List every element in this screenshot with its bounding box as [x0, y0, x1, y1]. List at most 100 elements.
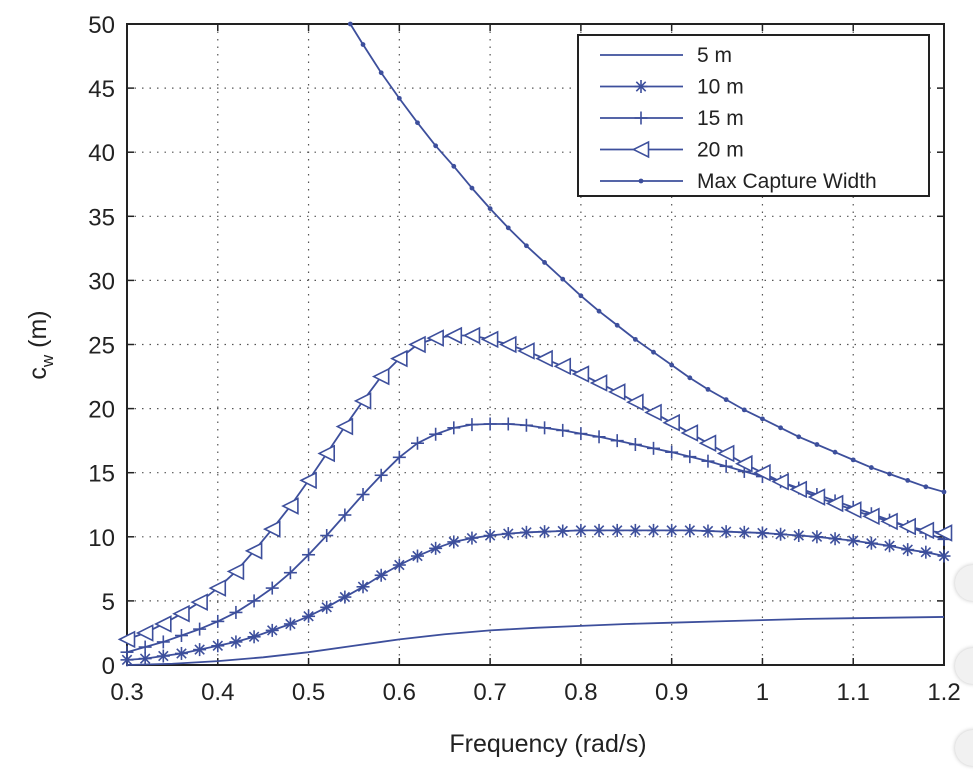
data-point-plus — [211, 614, 225, 628]
data-point-plus — [302, 548, 316, 562]
data-point-triangle — [353, 392, 372, 410]
data-point-triangle — [172, 604, 190, 623]
legend-label: 5 m — [697, 44, 732, 67]
data-point-asterisk — [647, 523, 661, 537]
data-point-dot — [614, 322, 620, 328]
data-point-asterisk — [193, 643, 207, 657]
data-point-plus — [356, 487, 370, 501]
data-point-triangle — [371, 367, 390, 386]
data-point-plus — [138, 640, 152, 654]
y-tick-label: 35 — [88, 204, 115, 231]
series-10-m — [120, 523, 951, 667]
data-point-triangle — [154, 615, 172, 633]
data-point-dot — [347, 21, 353, 27]
data-point-triangle — [480, 330, 499, 349]
data-point-plus — [519, 418, 533, 432]
data-point-asterisk — [937, 549, 951, 563]
data-point-plus — [628, 437, 642, 451]
data-point-dot — [396, 95, 402, 101]
data-point-dot — [850, 457, 856, 463]
x-tick-label: 0.9 — [655, 679, 688, 706]
edge-control-bottom[interactable] — [955, 730, 973, 766]
edge-control-middle[interactable] — [955, 648, 973, 684]
x-tick-label: 0.5 — [292, 679, 325, 706]
data-point-asterisk — [320, 600, 334, 614]
data-point-plus — [465, 418, 479, 432]
data-point-asterisk — [229, 635, 243, 649]
data-point-plus — [229, 605, 243, 619]
data-point-triangle — [626, 393, 644, 411]
legend: 5 m 10 m 15 m 20 m Max Capture Width — [577, 34, 930, 197]
data-point-plus — [247, 594, 261, 608]
data-point-triangle — [498, 335, 517, 354]
data-point-triangle — [631, 140, 650, 159]
data-point-plus — [193, 622, 207, 636]
data-point-triangle — [789, 480, 808, 499]
data-point-dot — [560, 276, 566, 282]
data-point-asterisk — [719, 525, 733, 539]
data-point-dot — [887, 471, 892, 477]
data-point-asterisk — [447, 535, 461, 549]
data-point-plus — [610, 434, 624, 448]
data-point-triangle — [444, 326, 463, 345]
data-point-dot — [451, 163, 457, 169]
data-point-dot — [814, 442, 820, 447]
x-tick-label: 0.4 — [201, 679, 234, 706]
data-point-triangle — [462, 326, 481, 345]
data-point-asterisk — [501, 527, 515, 541]
data-point-plus — [374, 468, 388, 482]
x-tick-label: 1.1 — [837, 679, 870, 706]
data-point-dot — [415, 120, 420, 126]
data-point-triangle — [843, 501, 862, 519]
data-point-asterisk — [610, 523, 624, 537]
data-point-dot — [433, 143, 439, 149]
data-point-asterisk — [410, 549, 424, 563]
data-point-asterisk — [265, 623, 279, 637]
edge-control-top[interactable] — [955, 565, 973, 601]
legend-label: 15 m — [697, 107, 744, 130]
data-point-triangle — [735, 454, 753, 473]
series-group — [117, 21, 953, 667]
data-point-dot — [469, 185, 475, 191]
data-point-triangle — [426, 329, 444, 347]
data-point-dot — [832, 449, 838, 455]
data-point-triangle — [390, 349, 408, 368]
data-point-triangle — [771, 472, 789, 491]
data-point-asterisk — [683, 523, 697, 537]
data-point-dot — [378, 70, 384, 76]
series-line-5-m — [126, 616, 945, 666]
data-point-triangle — [589, 374, 608, 392]
x-tick-label: 1 — [756, 679, 769, 706]
data-point-asterisk — [592, 523, 606, 537]
data-point-dot — [669, 362, 675, 368]
data-point-asterisk — [247, 630, 261, 644]
legend-label: Max Capture Width — [697, 170, 877, 193]
data-point-asterisk — [883, 539, 897, 553]
data-point-asterisk — [774, 527, 788, 541]
y-tick-label: 30 — [88, 268, 115, 295]
data-point-triangle — [825, 494, 844, 513]
series-line-max-capture-width — [349, 23, 945, 493]
data-point-dot — [505, 225, 511, 231]
y-axis-label-unit: (m) — [24, 310, 52, 354]
data-point-plus — [265, 581, 279, 595]
y-tick-label: 25 — [88, 333, 115, 360]
data-point-dot — [632, 336, 638, 342]
legend-entry-15-m: 15 m — [600, 107, 744, 130]
data-point-asterisk — [356, 580, 370, 594]
data-point-asterisk — [665, 523, 679, 537]
data-point-triangle — [190, 593, 208, 611]
data-point-asterisk — [483, 529, 497, 543]
data-point-asterisk — [737, 525, 751, 539]
data-point-triangle — [208, 579, 227, 597]
data-point-triangle — [117, 630, 136, 649]
x-tick-label: 0.3 — [110, 679, 143, 706]
data-point-asterisk — [864, 536, 878, 550]
data-point-asterisk — [538, 525, 552, 539]
data-point-asterisk — [810, 530, 824, 544]
data-point-asterisk — [792, 529, 806, 543]
data-point-dot — [723, 397, 729, 403]
legend-entry-5-m: 5 m — [600, 44, 732, 67]
data-point-plus — [174, 629, 188, 643]
data-point-plus — [156, 635, 170, 649]
